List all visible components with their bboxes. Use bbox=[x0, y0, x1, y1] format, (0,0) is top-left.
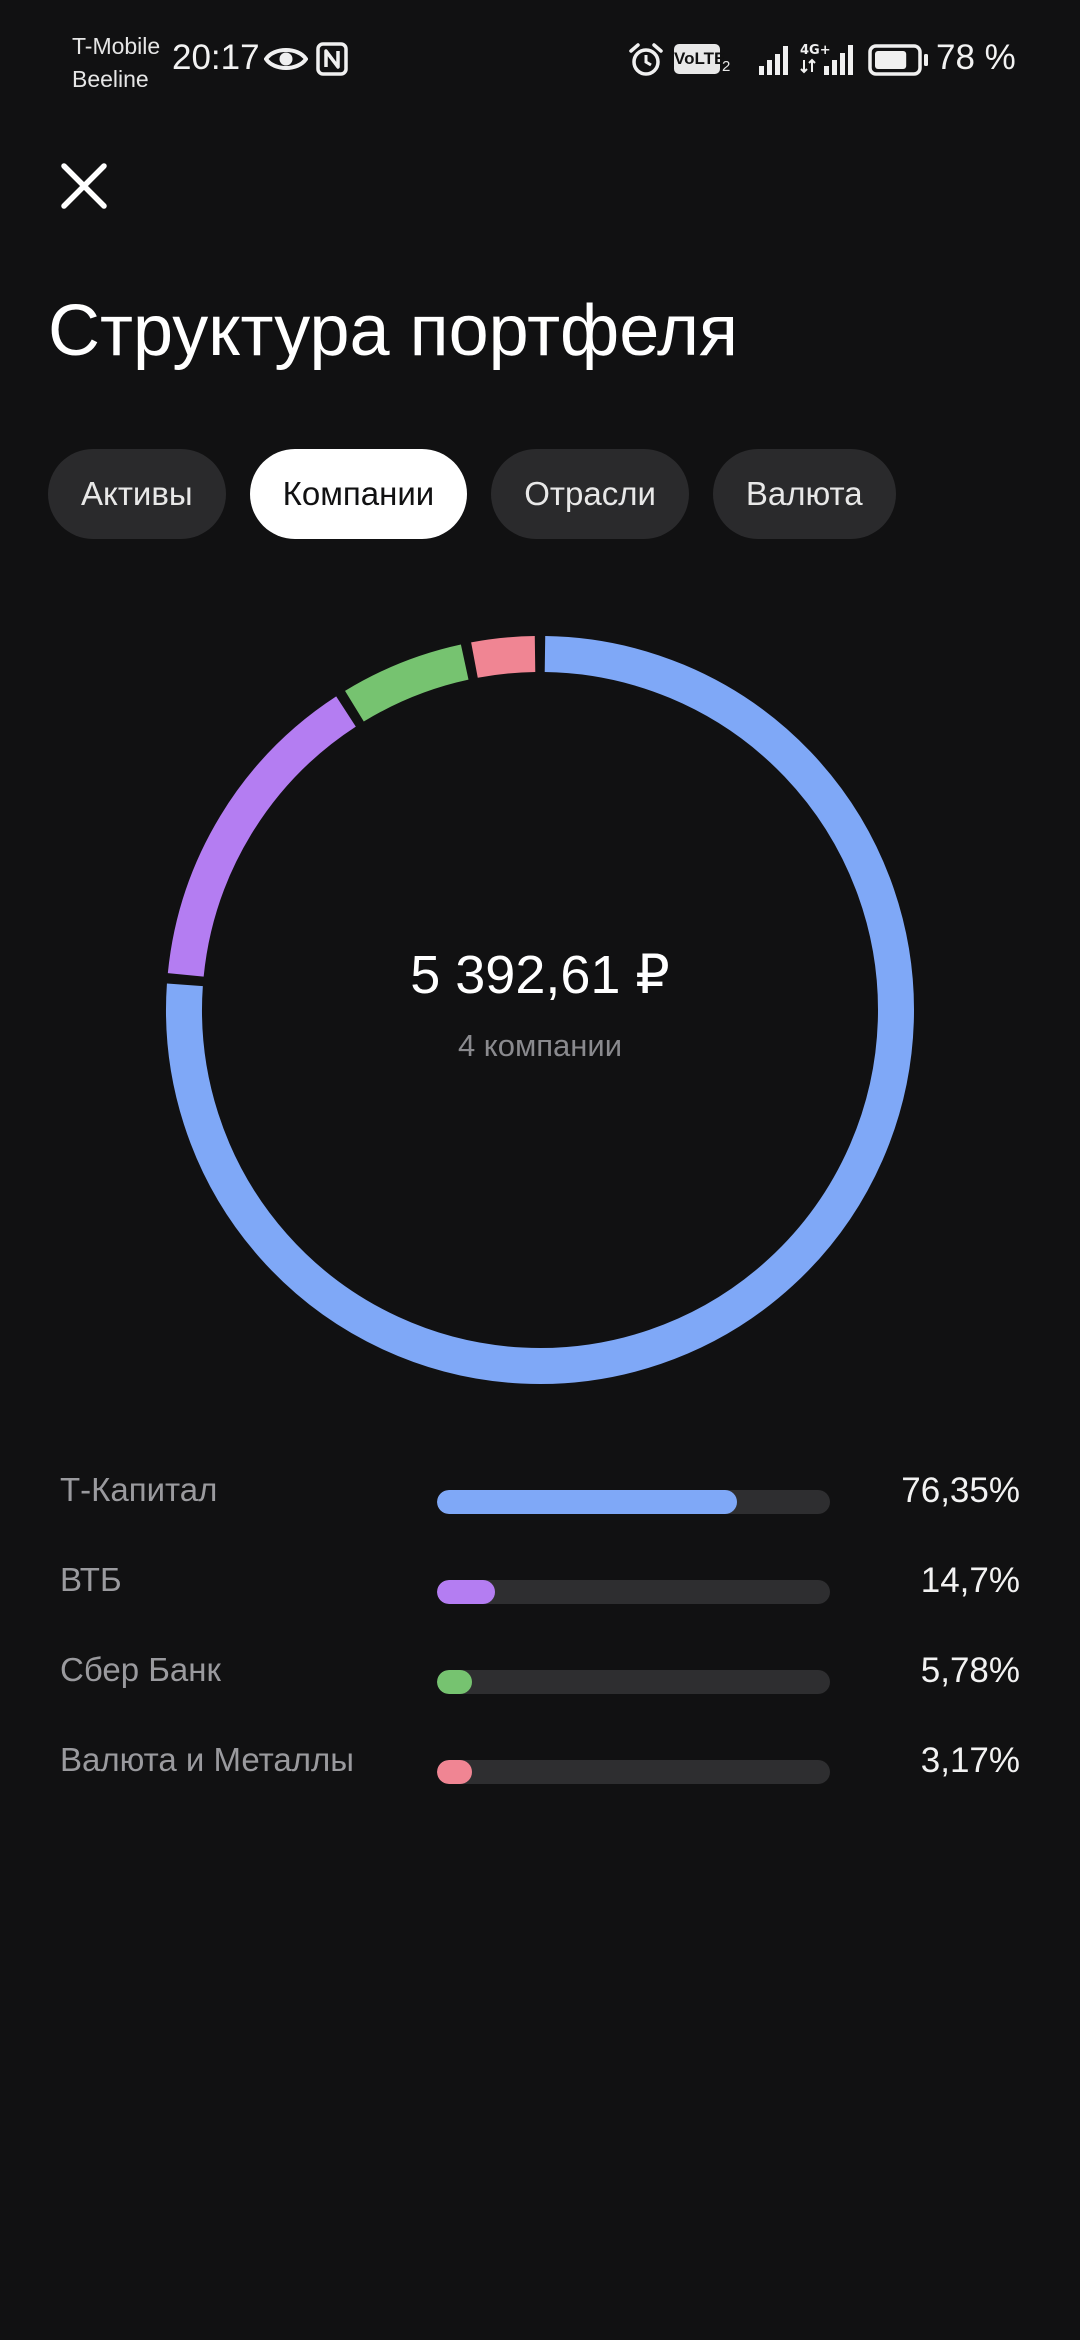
share-bar-fill bbox=[437, 1760, 473, 1784]
company-name: ВТБ bbox=[60, 1561, 122, 1598]
list-item[interactable]: Т-Капитал 76,35% bbox=[0, 1455, 1080, 1545]
list-item[interactable]: ВТБ 14,7% bbox=[0, 1545, 1080, 1635]
tab-industries[interactable]: Отрасли bbox=[491, 449, 689, 539]
tab-assets[interactable]: Активы bbox=[48, 449, 226, 539]
alarm-icon bbox=[629, 43, 663, 76]
network-type-label: 4G+ bbox=[800, 43, 831, 58]
tab-companies[interactable]: Компании bbox=[249, 449, 468, 539]
donut-slice-1 bbox=[166, 636, 914, 1384]
share-bar-track bbox=[437, 1490, 830, 1514]
share-bar-track bbox=[437, 1580, 830, 1604]
status-bar: T-Mobile Beeline 20:17 VoLTE 2 4G+ bbox=[0, 0, 1080, 130]
volte-badge: VoLTE bbox=[674, 44, 725, 74]
donut-center: 5 392,61 ₽ 4 компании bbox=[340, 940, 740, 1064]
donut-slice-2 bbox=[167, 696, 356, 977]
signal-icon bbox=[759, 46, 788, 75]
battery-icon bbox=[868, 44, 928, 76]
volte-sim: 2 bbox=[722, 58, 731, 75]
share-bar-track bbox=[437, 1760, 830, 1784]
portfolio-donut-chart bbox=[166, 636, 914, 1384]
share-bar-fill bbox=[437, 1580, 495, 1604]
company-name: Валюта и Металлы bbox=[60, 1741, 354, 1778]
carrier-2: Beeline bbox=[72, 66, 149, 92]
share-bar-track bbox=[437, 1670, 830, 1694]
close-button[interactable] bbox=[52, 154, 116, 218]
company-name: Т-Капитал bbox=[60, 1471, 218, 1508]
list-item[interactable]: Сбер Банк 5,78% bbox=[0, 1635, 1080, 1725]
share-bar-fill bbox=[437, 1490, 738, 1514]
allocation-list: Т-Капитал 76,35% ВТБ 14,7% Сбер Банк 5,7… bbox=[0, 1455, 1080, 1815]
portfolio-total: 5 392,61 ₽ bbox=[410, 945, 670, 1005]
list-item[interactable]: Валюта и Металлы 3,17% bbox=[0, 1725, 1080, 1815]
eye-icon bbox=[264, 48, 308, 70]
tab-currency[interactable]: Валюта bbox=[712, 449, 896, 539]
close-icon bbox=[61, 163, 107, 209]
signal-4g-icon: 4G+ bbox=[800, 43, 853, 75]
share-percent: 3,17% bbox=[920, 1741, 1020, 1780]
share-bar-fill bbox=[437, 1670, 473, 1694]
share-percent: 14,7% bbox=[920, 1561, 1020, 1600]
donut-slice-3 bbox=[345, 644, 469, 722]
share-percent: 76,35% bbox=[901, 1471, 1020, 1510]
companies-count: 4 компании bbox=[457, 1028, 623, 1063]
share-percent: 5,78% bbox=[920, 1651, 1020, 1690]
company-name: Сбер Банк bbox=[60, 1651, 221, 1688]
status-time: 20:17 bbox=[172, 38, 260, 77]
carrier-names: T-Mobile Beeline bbox=[72, 30, 160, 96]
carrier-1: T-Mobile bbox=[72, 33, 161, 59]
nfc-icon bbox=[316, 42, 348, 76]
battery-percent: 78 % bbox=[936, 38, 1016, 77]
donut-slice-4 bbox=[471, 636, 536, 678]
tabs: Активы Компании Отрасли Валюта bbox=[48, 449, 896, 539]
page-title: Структура портфеля bbox=[48, 291, 738, 371]
